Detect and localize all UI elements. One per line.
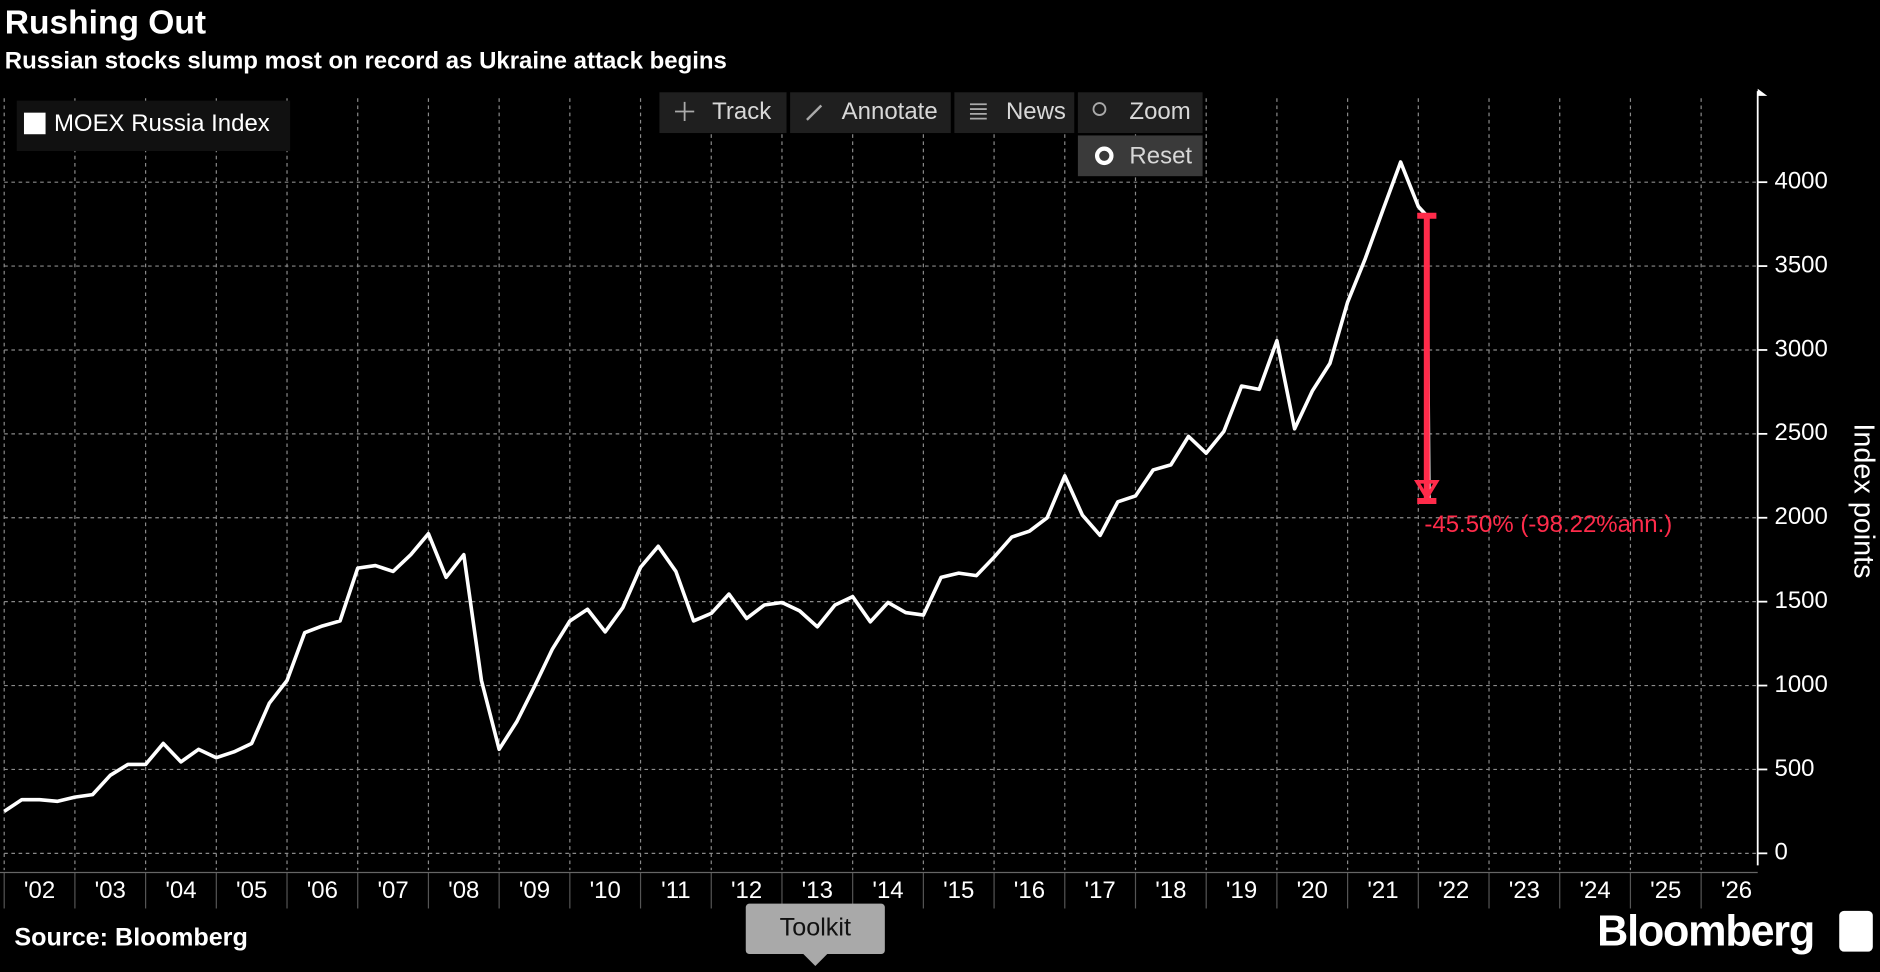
x-tick-label: '23 xyxy=(1509,877,1540,904)
plot: -45.50% (-98.22%ann.) xyxy=(3,160,1672,813)
annotate-button[interactable] xyxy=(790,92,951,134)
news-button[interactable] xyxy=(954,92,1075,134)
y-axis-arrow xyxy=(1757,88,1768,96)
y-tick-label: 2000 xyxy=(1774,503,1827,530)
reset-label: Reset xyxy=(1129,142,1192,169)
x-tick-label: '15 xyxy=(943,877,974,904)
y-tick-label: 2500 xyxy=(1774,419,1827,446)
x-tick-label: '08 xyxy=(448,877,479,904)
toolbar: Track Annotate News Zoom Reset xyxy=(659,92,1203,177)
x-tick-label: '05 xyxy=(236,877,267,904)
x-tick-label: '21 xyxy=(1367,877,1398,904)
annotation-label: -45.50% (-98.22%ann.) xyxy=(1424,511,1672,538)
annotate-icon xyxy=(806,104,823,121)
x-tick-label: '22 xyxy=(1438,877,1469,904)
x-tick-label: '13 xyxy=(802,877,833,904)
x-tick-label: '06 xyxy=(307,877,338,904)
x-tick-label: '25 xyxy=(1650,877,1681,904)
track-button[interactable] xyxy=(659,92,787,134)
x-tick-label: '26 xyxy=(1721,877,1752,904)
x-tick-label: '03 xyxy=(95,877,126,904)
x-tick-label: '17 xyxy=(1085,877,1116,904)
x-tick-label: '19 xyxy=(1226,877,1257,904)
zoom-label: Zoom xyxy=(1129,98,1190,125)
toolkit-pointer xyxy=(803,954,828,967)
legend-swatch xyxy=(23,112,46,135)
toolkit-label: Toolkit xyxy=(780,914,851,942)
y-tick-label: 3500 xyxy=(1774,251,1827,278)
x-tick-label: '09 xyxy=(519,877,550,904)
x-tick-label: '18 xyxy=(1155,877,1186,904)
y-tick-label: 0 xyxy=(1774,839,1787,866)
x-tick-label: '20 xyxy=(1297,877,1328,904)
annotation-arrow xyxy=(1413,480,1440,501)
x-tick-label: '11 xyxy=(661,877,690,904)
y-tick-label: 1000 xyxy=(1774,671,1827,698)
toolkit-tooltip[interactable] xyxy=(745,903,885,955)
annotation-bracket xyxy=(1417,212,1437,504)
track-icon xyxy=(675,101,695,122)
track-label: Track xyxy=(712,98,772,125)
x-tick-label: '07 xyxy=(377,877,408,904)
brand-icon xyxy=(1839,910,1873,952)
legend-label: MOEX Russia Index xyxy=(54,110,270,137)
news-label: News xyxy=(1006,98,1066,125)
reset-icon xyxy=(1094,146,1114,166)
brand-logo: Bloomberg xyxy=(1597,908,1814,956)
x-tick-label: '10 xyxy=(590,877,621,904)
y-axis-title: Index points xyxy=(1847,423,1879,578)
x-tick-label: '04 xyxy=(165,877,196,904)
news-icon xyxy=(969,103,987,120)
legend-box xyxy=(16,100,291,152)
y-tick-label: 4000 xyxy=(1774,168,1827,195)
chart-title: Rushing Out xyxy=(5,5,206,42)
zoom-button[interactable] xyxy=(1077,92,1203,134)
zoom-icon xyxy=(1092,102,1107,116)
y-tick-label: 1500 xyxy=(1774,587,1827,614)
chart-subtitle: Russian stocks slump most on record as U… xyxy=(5,47,727,74)
source: Source: Bloomberg xyxy=(14,924,247,952)
x-tick-label: '12 xyxy=(731,877,762,904)
x-tick-label: '02 xyxy=(24,877,55,904)
line-series xyxy=(3,160,1431,813)
grid: 0 500 1000 1500 2000 2500 3000 3500 4000 '02 '03 '0… xyxy=(0,88,1828,909)
x-tick-label: '24 xyxy=(1579,877,1610,904)
annotate-label: Annotate xyxy=(842,98,938,125)
y-tick-label: 3000 xyxy=(1774,335,1827,362)
x-tick-label: '14 xyxy=(872,877,903,904)
y-tick-label: 500 xyxy=(1774,755,1814,782)
x-tick-label: '16 xyxy=(1014,877,1045,904)
